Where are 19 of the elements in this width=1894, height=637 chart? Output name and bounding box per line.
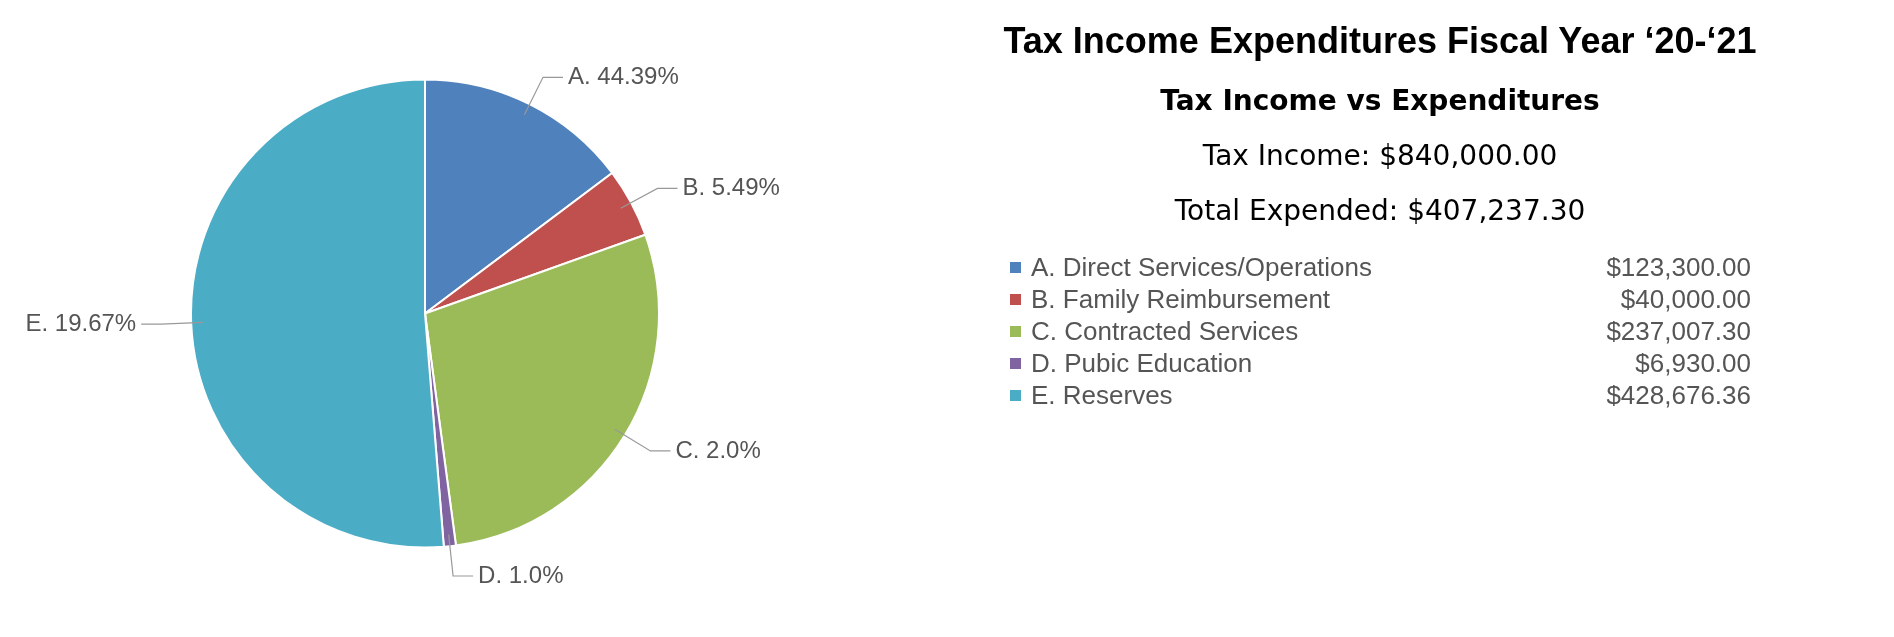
data-label: $40,000.00 xyxy=(1619,283,1751,315)
legend-label: A. Direct Services/Operations xyxy=(1031,251,1373,283)
text: B. 5.49% xyxy=(682,173,780,201)
text: Total Expended: $407,237.30 xyxy=(1173,194,1587,227)
data-label: $428,676.36 xyxy=(1605,379,1751,411)
data-label: $6,930.00 xyxy=(1634,347,1751,379)
text: A. 44.39% xyxy=(568,61,679,89)
text: Tax Income: $840,000.00 xyxy=(1201,139,1559,172)
text: C. 2.0% xyxy=(675,435,761,463)
text: E. 19.67% xyxy=(25,308,137,336)
legend-label: C. Contracted Services xyxy=(1031,315,1300,347)
legend-label: B. Family Reimbursement xyxy=(1031,283,1332,315)
data-label: $123,300.00 xyxy=(1605,251,1751,283)
chart-subtitle: Tax Income vs Expenditures xyxy=(1159,84,1601,117)
legend-label: E. Reserves xyxy=(1031,379,1174,411)
text: D. 1.0% xyxy=(478,560,564,588)
legend-label: D. Pubic Education xyxy=(1031,347,1254,379)
chart-title: Tax Income Expenditures Fiscal Year ‘20-‘21 xyxy=(1002,20,1758,62)
data-label: $237,007.30 xyxy=(1605,315,1751,347)
